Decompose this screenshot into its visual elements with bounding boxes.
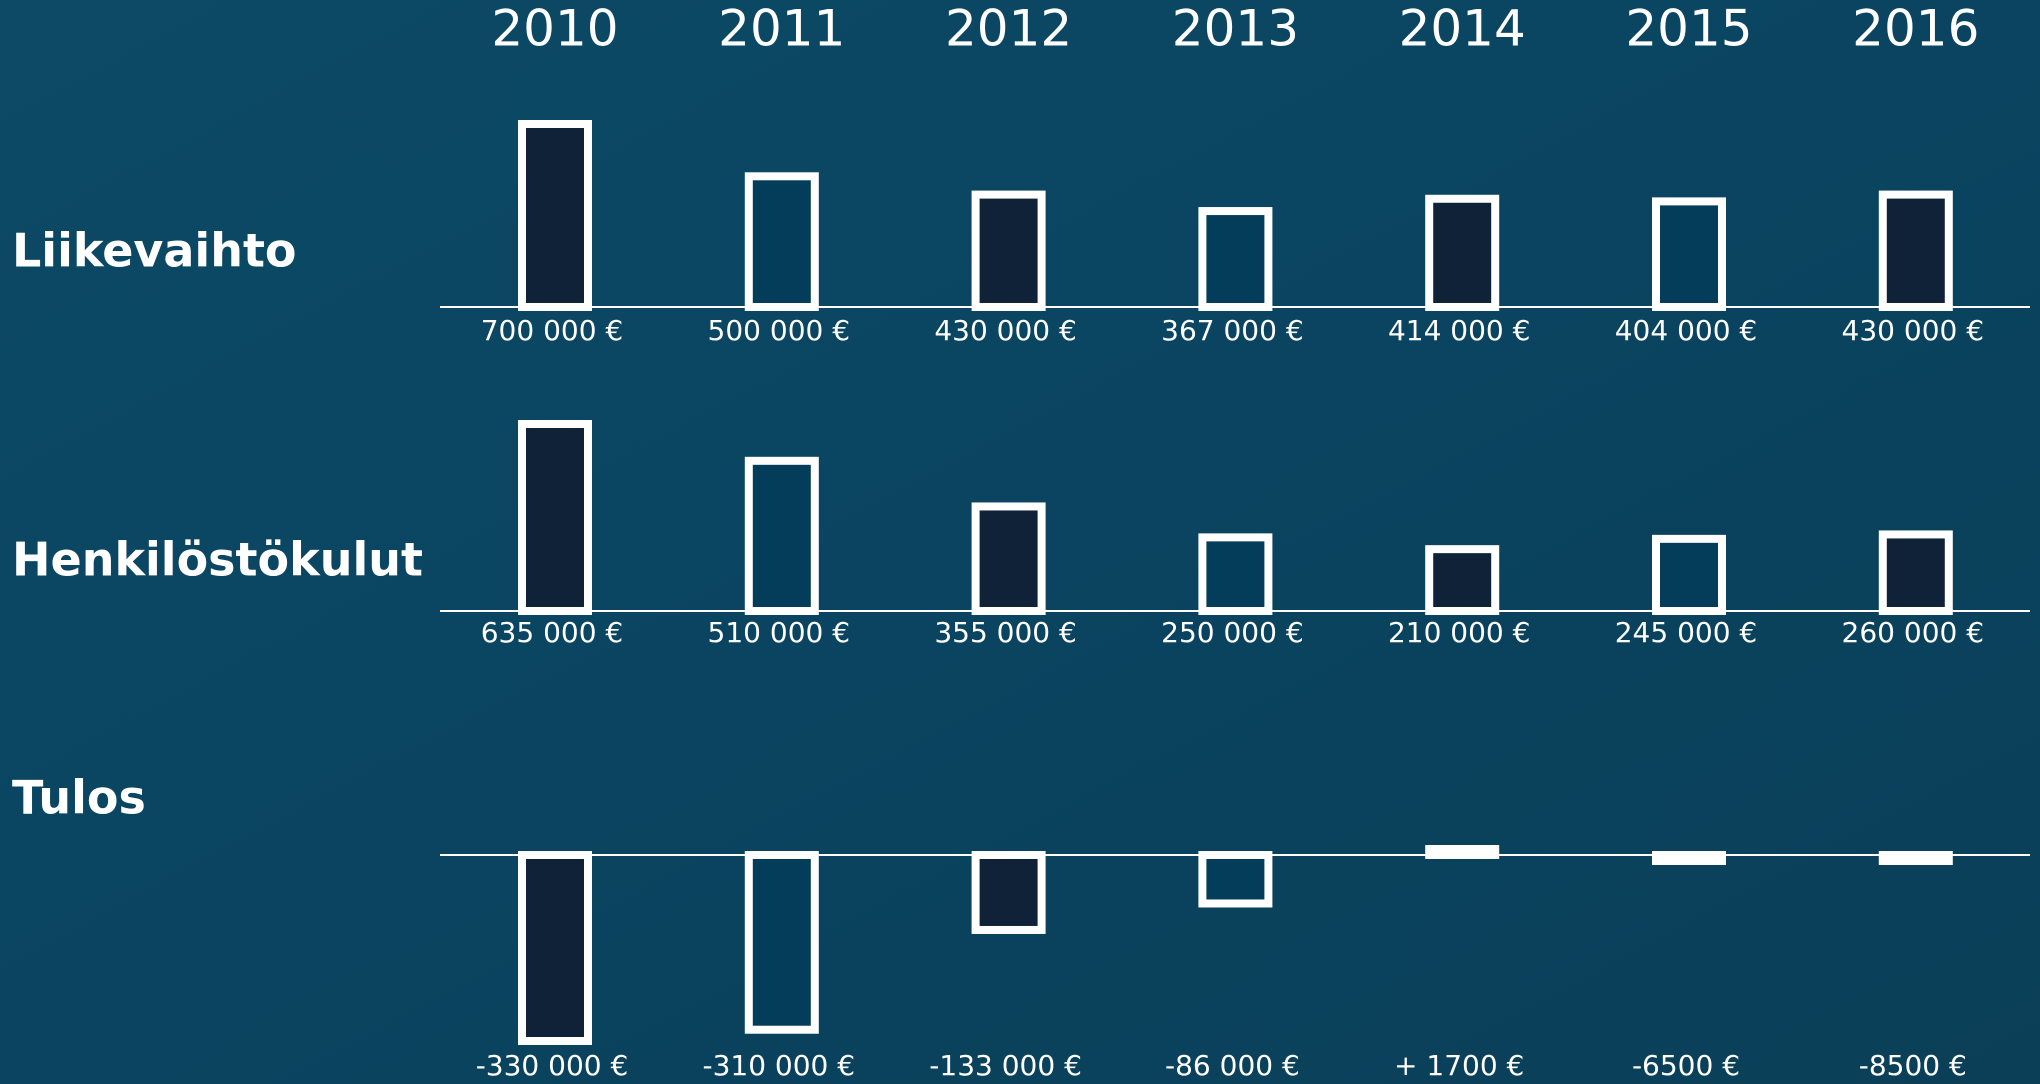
infographic: 2010 2011 2012 2013 2014 2015 2016 Liikevaihto 7…: [0, 0, 2040, 1084]
bar: [749, 176, 815, 307]
bar: [749, 461, 815, 611]
year-label: 2016: [1852, 0, 1979, 58]
bar: [1656, 539, 1722, 611]
value-label: 430 000 €: [934, 314, 1077, 347]
bar: [1883, 195, 1949, 307]
value-label: 367 000 €: [1161, 314, 1304, 347]
bar: [749, 855, 815, 1030]
value-label: -310 000 €: [702, 1049, 855, 1082]
year-label: 2015: [1625, 0, 1752, 58]
value-label: 635 000 €: [481, 616, 624, 649]
bar: [1202, 537, 1268, 611]
bar: [976, 855, 1042, 930]
value-label: 430 000 €: [1842, 314, 1985, 347]
bar: [522, 424, 588, 611]
value-label: 355 000 €: [934, 616, 1077, 649]
bar: [1202, 211, 1268, 307]
value-label: 260 000 €: [1842, 616, 1985, 649]
row-title: Henkilöstökulut: [12, 533, 423, 587]
value-label: 245 000 €: [1615, 616, 1758, 649]
bar: [1202, 855, 1268, 903]
bar: [522, 855, 588, 1041]
value-label: 250 000 €: [1161, 616, 1304, 649]
value-label: 700 000 €: [481, 314, 624, 347]
value-label: 414 000 €: [1388, 314, 1531, 347]
bar: [522, 124, 588, 307]
bar: [1429, 199, 1495, 307]
year-label: 2014: [1399, 0, 1526, 58]
value-label: 210 000 €: [1388, 616, 1531, 649]
value-label: -86 000 €: [1165, 1049, 1300, 1082]
bar: [976, 506, 1042, 611]
value-label: -330 000 €: [476, 1049, 629, 1082]
year-label: 2012: [945, 0, 1072, 58]
value-label: + 1700 €: [1394, 1049, 1524, 1082]
bar: [1656, 201, 1722, 307]
value-label: -6500 €: [1632, 1049, 1740, 1082]
bar: [1429, 549, 1495, 611]
row-title: Tulos: [12, 771, 146, 825]
year-label: 2010: [491, 0, 618, 58]
value-label: -8500 €: [1859, 1049, 1967, 1082]
value-label: 404 000 €: [1615, 314, 1758, 347]
bar: [1883, 534, 1949, 611]
value-label: 500 000 €: [708, 314, 851, 347]
row-title: Liikevaihto: [12, 224, 297, 278]
bar: [976, 195, 1042, 307]
value-label: 510 000 €: [708, 616, 851, 649]
year-label: 2011: [718, 0, 845, 58]
value-label: -133 000 €: [929, 1049, 1082, 1082]
year-label: 2013: [1172, 0, 1299, 58]
